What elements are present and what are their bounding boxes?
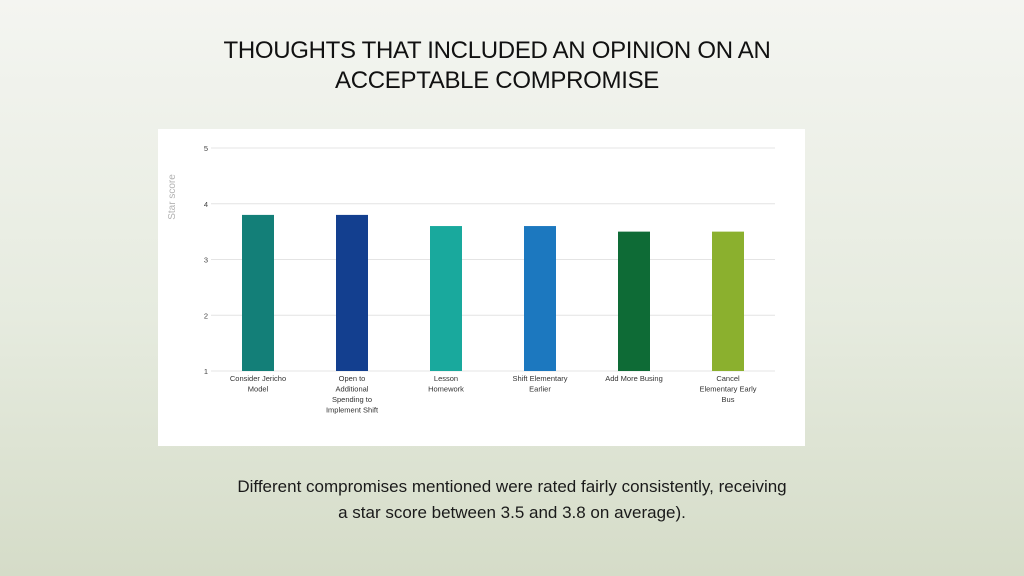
x-tick-label-4: Add More Busing	[605, 374, 663, 383]
bar-2	[430, 226, 462, 371]
slide-caption-line-2: a star score between 3.5 and 3.8 on aver…	[338, 503, 686, 522]
bar-3	[524, 226, 556, 371]
bar-1	[336, 214, 368, 371]
y-tick-label: 1	[204, 367, 208, 376]
bar-layer	[242, 214, 744, 371]
x-tick-label-line: Model	[248, 385, 269, 394]
x-tick-label-2: Lesson Homework	[428, 374, 464, 394]
bar-5	[712, 231, 744, 371]
slide-caption-line-1: Different compromises mentioned were rat…	[237, 477, 787, 496]
y-tick-label: 2	[204, 311, 208, 320]
x-tick-label-line: Consider Jericho	[230, 374, 286, 383]
x-tick-label-line: Shift Elementary	[512, 374, 567, 383]
x-tick-label-line: Bus	[722, 395, 735, 404]
x-tick-label-line: Add More Busing	[605, 374, 663, 383]
bar-chart: 1 2 3 4 5 Consider Jericho Model Open to Additi…	[167, 144, 775, 415]
x-tick-label-3: Shift Elementary Earlier	[512, 374, 567, 394]
y-tick-label: 4	[204, 200, 208, 209]
chart-panel: 1 2 3 4 5 Consider Jericho Model Open to Additi…	[158, 129, 805, 446]
x-tick-label-line: Spending to	[332, 395, 372, 404]
x-tick-label-1: Open to Additional Spending to Implement Sh…	[326, 374, 379, 415]
x-tick-label-0: Consider Jericho Model	[230, 374, 286, 394]
x-tick-label-line: Additional	[336, 385, 369, 394]
x-tick-label-line: Elementary Early	[699, 385, 756, 394]
x-tick-label-line: Open to	[339, 374, 366, 383]
x-tick-label-line: Homework	[428, 385, 464, 394]
slide-title-line-1: THOUGHTS THAT INCLUDED AN OPINION ON AN	[223, 37, 771, 64]
x-tick-label-line: Lesson	[434, 374, 458, 383]
x-tick-label-line: Cancel	[716, 374, 740, 383]
bar-4	[618, 231, 650, 371]
slide-title: THOUGHTS THAT INCLUDED AN OPINION ON AN …	[150, 36, 844, 96]
slide-caption: Different compromises mentioned were rat…	[120, 474, 904, 526]
x-tick-label-5: Cancel Elementary Early Bus	[699, 374, 756, 404]
grid-layer	[211, 147, 775, 372]
y-tick-layer: 1 2 3 4 5	[204, 144, 208, 376]
slide-title-line-2: ACCEPTABLE COMPROMISE	[335, 67, 659, 94]
category-label-layer: Consider Jericho Model Open to Additional Sp…	[230, 374, 757, 415]
bar-0	[242, 214, 274, 371]
y-tick-label: 3	[204, 256, 208, 265]
x-tick-label-line: Earlier	[529, 385, 551, 394]
y-tick-label: 5	[204, 144, 208, 153]
x-tick-label-line: Implement Shift	[326, 406, 379, 415]
y-axis-title: Star score	[167, 174, 178, 220]
